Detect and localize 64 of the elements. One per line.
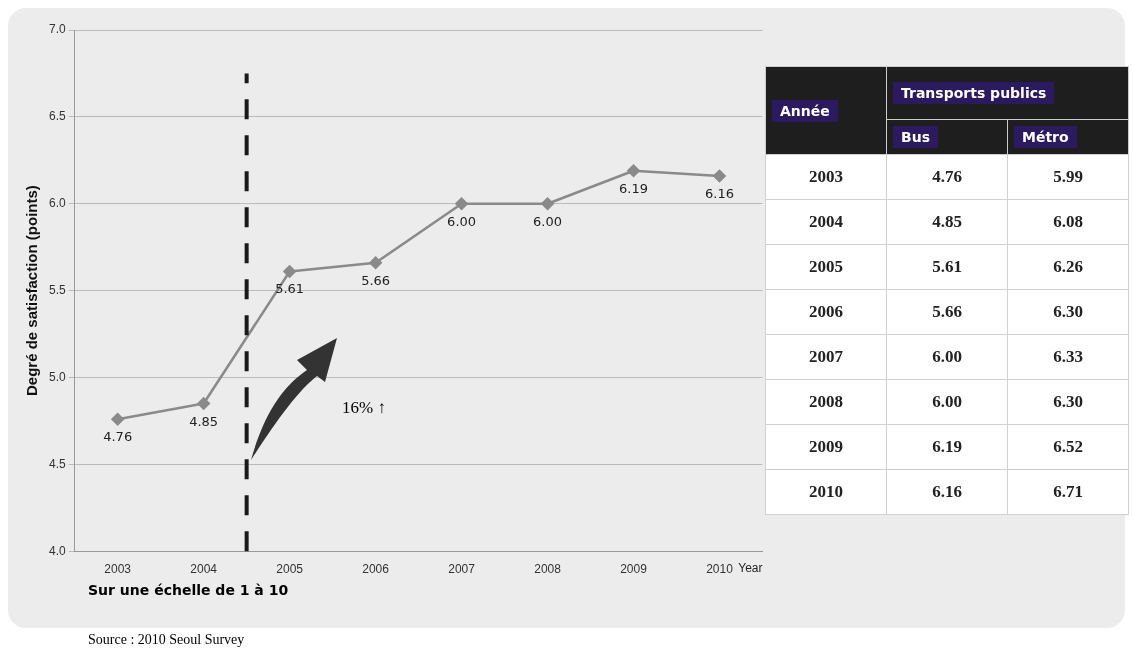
y-tick-label: 2009 <box>765 424 887 470</box>
source-note: Source : 2010 Seoul Survey <box>88 632 245 648</box>
y-tick-label: 4.5 <box>48 456 66 471</box>
data-label: 4.76 <box>103 429 133 445</box>
y-tick-label: 2008 <box>765 379 887 425</box>
point <box>541 197 554 210</box>
data-label: 6.00 <box>886 379 1008 425</box>
x-axis-title: Year <box>738 561 763 576</box>
x-tick-label: 2008 <box>534 561 562 576</box>
point <box>627 164 640 177</box>
data-label: 5.66 <box>886 289 1008 335</box>
data-label: 4.85 <box>189 413 219 429</box>
data-label: 6.19 <box>619 180 649 196</box>
data-label: 6.16 <box>705 185 734 201</box>
y-tick-label: 2004 <box>765 199 887 245</box>
y-tick-label: 6.0 <box>48 196 66 211</box>
data-label: 5.61 <box>886 244 1008 290</box>
data-label: 5.61 <box>275 281 305 297</box>
y-tick-label: 2005 <box>765 244 887 290</box>
data-label: 6.30 <box>1007 379 1129 425</box>
data-label: 6.08 <box>1007 199 1129 245</box>
data-label: 6.19 <box>886 424 1008 470</box>
y-axis-title: Degré de satisfaction (points) <box>23 185 41 397</box>
data-label: 6.26 <box>1007 244 1129 290</box>
data-label: 5.66 <box>361 272 391 288</box>
x-tick-label: Bus <box>893 126 938 148</box>
y-tick-label: 2010 <box>765 469 887 515</box>
x-tick-label: 2007 <box>448 561 476 576</box>
y-axis-title: Année <box>772 99 838 122</box>
x-tick-label: 2003 <box>104 561 132 576</box>
x-tick-label: 2005 <box>276 561 304 576</box>
data-label: 6.71 <box>1007 469 1129 515</box>
x-tick-label: 2004 <box>190 561 218 576</box>
point <box>369 256 382 270</box>
data-label: 6.00 <box>447 213 477 229</box>
point <box>455 197 468 210</box>
data-label: 4.76 <box>886 154 1008 200</box>
point <box>283 265 296 278</box>
data-label: 6.33 <box>1007 334 1129 380</box>
data-label: 6.16 <box>886 469 1008 515</box>
y-tick-label: 2007 <box>765 334 887 380</box>
x-axis-title: Transports publics <box>893 82 1055 104</box>
data-label: 4.85 <box>886 199 1008 245</box>
y-tick-label: 2003 <box>765 154 887 200</box>
data-label: 6.52 <box>1007 424 1129 470</box>
y-tick-label: 7.0 <box>48 22 66 37</box>
y-tick-label: 2006 <box>765 289 887 335</box>
x-tick-label: 2009 <box>620 561 648 576</box>
point <box>713 169 726 183</box>
y-tick-label: 5.0 <box>48 369 66 384</box>
data-label: 6.00 <box>886 334 1008 380</box>
data-label: 5.99 <box>1007 154 1129 200</box>
annotation: 16% ↑ <box>342 398 386 418</box>
y-tick-label: 5.5 <box>48 282 66 297</box>
x-tick-label: 2006 <box>362 561 390 576</box>
x-tick-label: 2010 <box>706 561 734 576</box>
data-label: 6.30 <box>1007 289 1129 335</box>
y-tick-label: 4.0 <box>48 543 66 558</box>
point <box>197 397 210 410</box>
point <box>111 412 124 426</box>
y-tick-label: 6.5 <box>48 109 66 124</box>
text: Sur une échelle de 1 à 10 <box>88 582 289 598</box>
x-tick-label: Métro <box>1014 126 1077 148</box>
data-label: 6.00 <box>533 213 563 229</box>
